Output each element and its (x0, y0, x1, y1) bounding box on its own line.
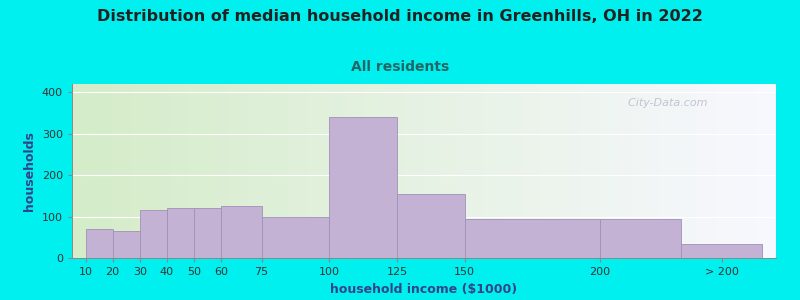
Bar (330, 117, 397, 258)
Bar (194, 208, 221, 258)
Bar (682, 244, 762, 258)
Text: City-Data.com: City-Data.com (621, 98, 708, 108)
Bar (140, 210, 166, 258)
Bar (600, 219, 682, 258)
Bar (397, 194, 465, 258)
X-axis label: household income ($1000): household income ($1000) (330, 283, 518, 296)
Bar (465, 219, 600, 258)
Text: Distribution of median household income in Greenhills, OH in 2022: Distribution of median household income … (97, 9, 703, 24)
Y-axis label: households: households (23, 131, 36, 211)
Bar (86, 229, 113, 258)
Bar (113, 231, 140, 258)
Bar (221, 206, 262, 258)
Bar (262, 217, 330, 258)
Text: All residents: All residents (351, 60, 449, 74)
Bar (166, 208, 194, 258)
